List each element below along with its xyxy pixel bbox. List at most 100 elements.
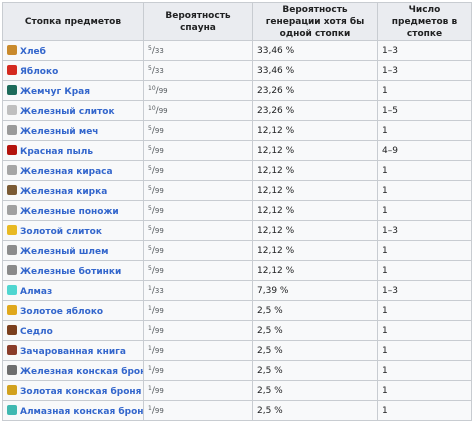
fraction-slash: /	[151, 346, 155, 356]
item-cell: Алмаз	[2, 280, 144, 301]
item-link[interactable]: Железный меч	[20, 126, 99, 137]
item-link[interactable]: Яблоко	[20, 66, 59, 77]
table-header-row: Стопка предметов Вероятность спауна Веро…	[2, 2, 472, 41]
item-cell: Железные поножи	[2, 200, 144, 221]
fraction-denominator: 99	[154, 307, 164, 315]
item-link[interactable]: Алмаз	[20, 286, 53, 297]
item-link[interactable]: Седло	[20, 326, 53, 337]
iron-helmet-icon	[7, 244, 17, 255]
stack-size-cell: 1	[377, 380, 472, 401]
generation-chance-cell: 2,5 %	[252, 340, 378, 361]
table-row: Алмазная конская броня 1/99 2,5 % 1	[2, 400, 472, 421]
saddle-icon	[7, 324, 17, 335]
header-item-stack[interactable]: Стопка предметов	[2, 2, 144, 41]
fraction-numerator: 5	[148, 265, 152, 272]
table-row: Железный слиток 10/99 23,26 % 1–5	[2, 100, 472, 121]
spawn-fraction: 1/99	[148, 365, 164, 376]
fraction-slash: /	[151, 386, 155, 396]
generation-chance-cell: 23,26 %	[252, 100, 378, 121]
table-row: Железные ботинки 5/99 12,12 % 1	[2, 260, 472, 281]
ender-pearl-icon	[7, 84, 17, 95]
fraction-denominator: 99	[154, 167, 164, 175]
fraction-slash: /	[151, 226, 155, 236]
item-link[interactable]: Хлеб	[20, 46, 46, 57]
spawn-chance-cell: 5/33	[143, 40, 253, 61]
fraction-numerator: 5	[148, 145, 152, 152]
item-link[interactable]: Алмазная конская броня	[20, 406, 144, 417]
header-spawn-chance[interactable]: Вероятность спауна	[143, 2, 253, 41]
spawn-fraction: 5/33	[148, 45, 164, 56]
table-row: Железная кираса 5/99 12,12 % 1	[2, 160, 472, 181]
fraction-denominator: 99	[154, 347, 164, 355]
spawn-chance-cell: 1/99	[143, 380, 253, 401]
fraction-numerator: 5	[148, 245, 152, 252]
fraction-numerator: 5	[148, 125, 152, 132]
golden-horse-armor-icon	[7, 384, 17, 395]
item-link[interactable]: Железные ботинки	[20, 266, 122, 277]
spawn-fraction: 5/99	[148, 185, 164, 196]
item-link[interactable]: Железный шлем	[20, 246, 109, 257]
fraction-numerator: 5	[148, 45, 152, 52]
item-link[interactable]: Железная кирка	[20, 186, 108, 197]
fraction-numerator: 1	[148, 365, 152, 372]
stack-size-cell: 4–9	[377, 140, 472, 161]
fraction-slash: /	[151, 266, 155, 276]
fraction-denominator: 99	[154, 127, 164, 135]
spawn-fraction: 5/99	[148, 205, 164, 216]
table-body: Хлеб 5/33 33,46 % 1–3 Яблоко 5/33 33,46 % 1–3 Же…	[2, 40, 472, 421]
stack-size-cell: 1–3	[377, 220, 472, 241]
item-link[interactable]: Золотой слиток	[20, 226, 102, 237]
bread-icon	[7, 44, 17, 55]
table-row: Алмаз 1/33 7,39 % 1–3	[2, 280, 472, 301]
iron-pickaxe-icon	[7, 184, 17, 195]
golden-apple-icon	[7, 304, 17, 315]
stack-size-cell: 1–3	[377, 40, 472, 61]
header-stack-size[interactable]: Число предметов в стопке	[377, 2, 472, 41]
fraction-denominator: 99	[158, 107, 168, 115]
table-row: Зачарованная книга 1/99 2,5 % 1	[2, 340, 472, 361]
spawn-fraction: 1/33	[148, 285, 164, 296]
item-link[interactable]: Золотая конская броня	[20, 386, 142, 397]
table-row: Хлеб 5/33 33,46 % 1–3	[2, 40, 472, 61]
fraction-slash: /	[151, 286, 155, 296]
stack-size-cell: 1	[377, 200, 472, 221]
item-cell: Железный слиток	[2, 100, 144, 121]
item-cell: Железный шлем	[2, 240, 144, 261]
spawn-fraction: 5/33	[148, 65, 164, 76]
item-link[interactable]: Железная кираса	[20, 166, 113, 177]
fraction-numerator: 5	[148, 65, 152, 72]
stack-size-cell: 1	[377, 120, 472, 141]
stack-size-cell: 1–3	[377, 280, 472, 301]
fraction-denominator: 99	[154, 267, 164, 275]
fraction-slash: /	[151, 126, 155, 136]
spawn-chance-cell: 1/99	[143, 400, 253, 421]
fraction-denominator: 99	[154, 387, 164, 395]
fraction-denominator: 33	[154, 47, 164, 55]
stack-size-cell: 1	[377, 160, 472, 181]
fraction-numerator: 10	[148, 85, 156, 92]
item-cell: Зачарованная книга	[2, 340, 144, 361]
fraction-denominator: 99	[154, 207, 164, 215]
stack-size-cell: 1	[377, 80, 472, 101]
stack-size-cell: 1	[377, 360, 472, 381]
item-link[interactable]: Железная конская броня	[20, 366, 144, 377]
item-link[interactable]: Железные поножи	[20, 206, 119, 217]
generation-chance-cell: 12,12 %	[252, 240, 378, 261]
spawn-fraction: 1/99	[148, 385, 164, 396]
spawn-chance-cell: 1/99	[143, 320, 253, 341]
item-cell: Железные ботинки	[2, 260, 144, 281]
item-link[interactable]: Зачарованная книга	[20, 346, 126, 357]
item-link[interactable]: Железный слиток	[20, 106, 115, 117]
generation-chance-cell: 12,12 %	[252, 120, 378, 141]
spawn-fraction: 10/99	[148, 85, 168, 96]
stack-size-cell: 1	[377, 340, 472, 361]
fraction-numerator: 1	[148, 325, 152, 332]
item-link[interactable]: Жемчуг Края	[20, 86, 91, 97]
item-link[interactable]: Красная пыль	[20, 146, 94, 157]
item-link[interactable]: Золотое яблоко	[20, 306, 104, 317]
fraction-slash: /	[151, 406, 155, 416]
header-generation-chance[interactable]: Вероятность генерации хотя бы одной стоп…	[252, 2, 378, 41]
stack-size-cell: 1–5	[377, 100, 472, 121]
redstone-icon	[7, 144, 17, 155]
